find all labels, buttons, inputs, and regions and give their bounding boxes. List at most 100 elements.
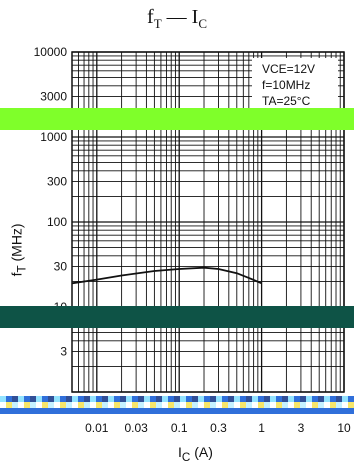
artifact-noise-cell: [252, 402, 258, 408]
artifact-noise-cell: [240, 408, 246, 414]
x-tick-label: 3: [298, 421, 305, 435]
artifact-noise-cell: [156, 402, 162, 408]
artifact-noise-cell: [48, 408, 54, 414]
artifact-noise-cell: [126, 402, 132, 408]
artifact-noise-cell: [120, 396, 126, 402]
artifact-noise-cell: [342, 396, 348, 402]
artifact-noise-cell: [144, 396, 150, 402]
artifact-noise-cell: [312, 396, 318, 402]
artifact-noise-cell: [30, 396, 36, 402]
artifact-noise-cell: [36, 402, 42, 408]
y-tick-label: 3: [60, 344, 67, 358]
artifact-noise-cell: [336, 402, 342, 408]
artifact-noise-cell: [78, 402, 84, 408]
artifact-noise-cell: [294, 408, 300, 414]
artifact-noise-cell: [102, 402, 108, 408]
artifact-noise-cell: [24, 408, 30, 414]
artifact-noise-cell: [192, 402, 198, 408]
artifact-noise-cell: [162, 402, 168, 408]
artifact-noise-cell: [204, 402, 210, 408]
artifact-noise-cell: [66, 408, 72, 414]
artifact-noise-cell: [264, 396, 270, 402]
artifact-noise-cell: [96, 408, 102, 414]
artifact-noise-cell: [150, 402, 156, 408]
artifact-noise-cell: [114, 402, 120, 408]
annotation-freq: f=10MHz: [262, 78, 310, 92]
artifact-noise-cell: [18, 408, 24, 414]
artifact-noise-cell: [234, 396, 240, 402]
artifact-noise-cell: [0, 408, 6, 414]
artifact-noise-cell: [96, 396, 102, 402]
artifact-noise-cell: [90, 396, 96, 402]
artifact-noise-cell: [168, 402, 174, 408]
artifact-noise-cell: [264, 402, 270, 408]
artifact-noise-cell: [336, 396, 342, 402]
artifact-noise-cell: [78, 408, 84, 414]
x-tick-label: 0.01: [85, 421, 109, 435]
x-axis-label: IC (A): [178, 444, 213, 464]
x-tick-label: 0.03: [124, 421, 148, 435]
artifact-noise-cell: [288, 408, 294, 414]
artifact-noise-cell: [222, 402, 228, 408]
artifact-noise-cell: [12, 402, 18, 408]
artifact-noise-cell: [330, 402, 336, 408]
artifact-noise-cell: [66, 402, 72, 408]
artifact-noise-cell: [258, 402, 264, 408]
artifact-noise-cell: [222, 408, 228, 414]
artifact-noise-cell: [246, 408, 252, 414]
artifact-noise-cell: [114, 408, 120, 414]
artifact-noise-cell: [282, 402, 288, 408]
artifact-noise-cell: [36, 408, 42, 414]
artifact-noise-cell: [30, 402, 36, 408]
artifact-band-green: [0, 108, 354, 130]
artifact-noise-cell: [90, 408, 96, 414]
artifact-noise-cell: [246, 402, 252, 408]
artifact-noise-cell: [300, 396, 306, 402]
artifact-noise-cell: [108, 402, 114, 408]
artifact-noise-cell: [0, 396, 6, 402]
artifact-noise-cell: [234, 402, 240, 408]
artifact-noise-cell: [30, 408, 36, 414]
artifact-noise-cell: [240, 402, 246, 408]
y-tick-label: 10000: [34, 45, 68, 59]
artifact-noise-cell: [318, 408, 324, 414]
artifact-noise-cell: [48, 402, 54, 408]
artifact-noise-cell: [162, 408, 168, 414]
y-tick-label: 100: [47, 215, 67, 229]
artifact-noise-cell: [180, 396, 186, 402]
artifact-noise-cell: [312, 402, 318, 408]
artifact-noise-cell: [306, 396, 312, 402]
artifact-noise-cell: [186, 402, 192, 408]
artifact-noise-cell: [132, 408, 138, 414]
artifact-noise-cell: [168, 396, 174, 402]
artifact-noise-cell: [228, 408, 234, 414]
artifact-noise-cell: [18, 396, 24, 402]
artifact-noise-cell: [258, 396, 264, 402]
x-tick-label: 0.3: [210, 421, 227, 435]
plot-frame: [71, 51, 345, 393]
artifact-noise-cell: [210, 402, 216, 408]
x-tick-label: 1: [258, 421, 265, 435]
artifact-noise-cell: [198, 402, 204, 408]
artifact-noise-cell: [6, 408, 12, 414]
y-tick-label: 1000: [40, 130, 67, 144]
artifact-noise-cell: [300, 402, 306, 408]
artifact-noise-cell: [348, 396, 354, 402]
artifact-noise-cell: [84, 408, 90, 414]
artifact-band-dark: [0, 306, 354, 328]
artifact-noise-cell: [186, 396, 192, 402]
artifact-noise-cell: [12, 396, 18, 402]
artifact-noise-cell: [144, 408, 150, 414]
artifact-noise-cell: [192, 408, 198, 414]
artifact-noise-cell: [258, 408, 264, 414]
annotation-box: [252, 58, 338, 110]
y-axis-label: fT (MHz): [8, 223, 29, 277]
artifact-noise-cell: [174, 402, 180, 408]
artifact-noise-cell: [114, 396, 120, 402]
artifact-noise-cell: [102, 396, 108, 402]
artifact-noise-cell: [18, 402, 24, 408]
artifact-noise-cell: [102, 408, 108, 414]
artifact-noise-cell: [348, 402, 354, 408]
artifact-noise-cell: [108, 396, 114, 402]
artifact-noise-cell: [42, 396, 48, 402]
